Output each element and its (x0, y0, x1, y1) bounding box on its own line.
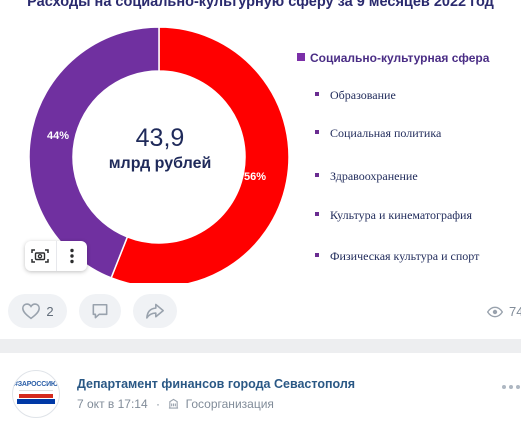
slice-label-purple: 44% (47, 130, 70, 142)
comment-button[interactable] (79, 294, 121, 328)
post-image[interactable]: Расходы на социально-культурную сферу за… (0, 0, 521, 283)
avatar-flag-white (19, 390, 53, 394)
legend-header-label: Социально-культурная сфера (310, 51, 490, 65)
legend-header-swatch (297, 53, 305, 61)
donut-slice-0 (110, 26, 290, 283)
more-dots-icon[interactable] (502, 385, 521, 393)
legend-item: Социальная политика (315, 126, 441, 141)
post-meta: 7 окт в 17:14 · Госорганизация (77, 396, 274, 411)
legend-bullet (315, 173, 319, 177)
heart-icon (22, 303, 41, 320)
legend-item-label: Культура и кинематография (330, 208, 472, 222)
chart-center-value: 43,9 (135, 124, 185, 152)
eye-icon (487, 306, 503, 317)
comment-icon (92, 303, 108, 319)
views-counter: 74 (487, 304, 521, 319)
post-category: Госорганизация (185, 396, 274, 411)
avatar-text: #ЗАРОССИЮ (14, 381, 58, 388)
legend-item: Образование (315, 88, 396, 103)
views-count: 74 (509, 304, 521, 319)
legend-item: Культура и кинематография (315, 208, 472, 223)
legend-item: Здравоохранение (315, 169, 418, 184)
tool-separator (55, 241, 57, 271)
post-author-link[interactable]: Департамент финансов города Севастополя (77, 377, 356, 391)
camera-scan-icon[interactable] (25, 241, 56, 271)
donut-slice-1 (28, 26, 160, 279)
like-button[interactable]: 2 (8, 294, 67, 328)
avatar-flag-red (19, 394, 53, 398)
feed-divider (0, 339, 521, 353)
legend-header: Социально-культурная сфера (297, 51, 489, 65)
legend-bullet (315, 253, 319, 257)
post-actions: 2 74 (0, 292, 521, 332)
avatar-flag-blue (17, 399, 55, 404)
post-date-link[interactable]: 7 окт в 17:14 (77, 396, 148, 411)
legend-item-label: Физическая культура и спорт (330, 249, 480, 263)
legend-bullet (315, 212, 319, 216)
share-button[interactable] (133, 294, 177, 328)
next-post-header: #ЗАРОССИЮ Департамент финансов города Се… (0, 353, 521, 427)
legend-bullet (315, 92, 319, 96)
share-icon (146, 303, 164, 319)
building-icon (169, 399, 179, 409)
legend-item: Физическая культура и спорт (315, 249, 479, 264)
photo-tools (25, 241, 87, 271)
slice-label-red: 56% (244, 171, 267, 183)
legend-bullet (315, 130, 319, 134)
vertical-dots-icon[interactable] (57, 241, 88, 271)
like-count: 2 (46, 303, 54, 319)
meta-separator: · (155, 396, 160, 411)
chart-center-unit: млрд рублей (108, 155, 212, 172)
avatar[interactable]: #ЗАРОССИЮ (12, 370, 60, 418)
legend-item-label: Образование (330, 88, 396, 102)
legend-item-label: Здравоохранение (330, 169, 418, 183)
legend-item-label: Социальная политика (330, 126, 442, 140)
donut-chart (28, 26, 290, 283)
chart-title: Расходы на социально-культурную сферу за… (27, 0, 494, 10)
